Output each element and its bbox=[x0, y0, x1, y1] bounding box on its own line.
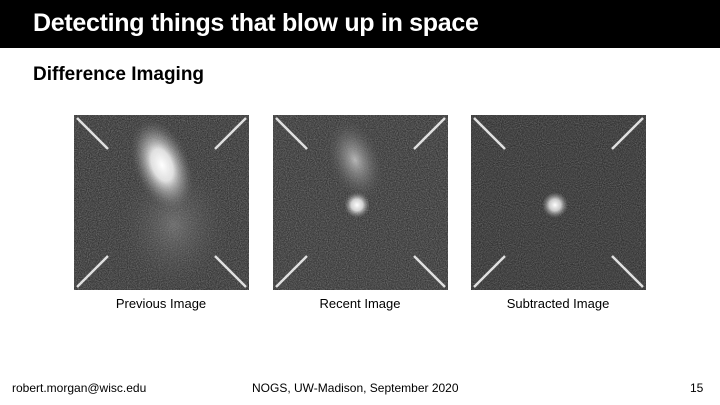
subtracted-image bbox=[471, 115, 646, 290]
slide-subtitle: Difference Imaging bbox=[33, 64, 205, 85]
footer-author: robert.morgan@wisc.edu bbox=[12, 381, 147, 395]
caption-subtracted: Subtracted Image bbox=[506, 296, 610, 311]
footer-event: NOGS, UW-Madison, September 2020 bbox=[252, 381, 459, 395]
galaxy-blob bbox=[326, 119, 384, 201]
caption-recent: Recent Image bbox=[319, 296, 401, 311]
galaxy-blob bbox=[130, 119, 194, 211]
previous-image bbox=[74, 115, 249, 290]
recent-image bbox=[273, 115, 448, 290]
transient-source bbox=[542, 192, 568, 218]
caption-previous: Previous Image bbox=[115, 296, 207, 311]
transient-source bbox=[344, 192, 370, 218]
page-number: 15 bbox=[690, 381, 704, 395]
slide-title: Detecting things that blow up in space bbox=[33, 9, 479, 37]
title-bar: Detecting things that blow up in space bbox=[0, 0, 720, 48]
